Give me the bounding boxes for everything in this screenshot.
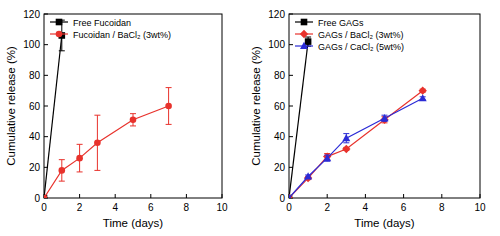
x-tick-label: 2: [77, 202, 83, 213]
legend-label: Fucoidan / BaCl₂ (3wt%): [73, 30, 171, 40]
legend-marker: [300, 30, 308, 38]
x-tick: [186, 194, 187, 198]
chart-panel: 0246810020406080100120Time (days)Cumulat…: [250, 9, 486, 230]
y-tick-label: 120: [23, 9, 40, 20]
x-tick: [327, 194, 328, 198]
y-axis-label: Cumulative release (%): [5, 46, 17, 166]
y-tick-label: 100: [268, 39, 285, 50]
x-tick: [79, 194, 80, 198]
data-point: [130, 117, 137, 124]
x-tick-label: 4: [363, 202, 369, 213]
data-layer: [44, 20, 172, 198]
y-tick-label: 80: [274, 70, 286, 81]
data-point: [342, 134, 350, 141]
x-axis-label: Time (days): [354, 217, 414, 229]
legend-label: Free Fucoidan: [73, 18, 131, 28]
plot-frame: [44, 14, 222, 198]
x-tick-label: 0: [286, 202, 292, 213]
x-axis-label: Time (days): [103, 217, 163, 229]
data-point: [59, 167, 66, 174]
x-tick: [403, 194, 404, 198]
error-bar: [77, 144, 83, 172]
y-tick-label: 60: [29, 101, 41, 112]
series-line: [289, 98, 423, 198]
y-tick: [289, 44, 293, 45]
legend-label: GAGs / CaCl₂ (5wt%): [318, 42, 404, 52]
data-point: [76, 155, 83, 162]
x-tick: [115, 194, 116, 198]
data-point: [44, 195, 47, 198]
y-tick: [44, 106, 48, 107]
legend: Free Fucoidan Fucoidan / BaCl₂ (3wt%): [50, 18, 171, 40]
y-tick-label: 80: [29, 70, 41, 81]
data-point: [323, 152, 331, 160]
x-tick-label: 8: [184, 202, 190, 213]
x-tick-label: 6: [148, 202, 154, 213]
data-point: [289, 194, 293, 198]
y-tick-label: 60: [274, 101, 286, 112]
data-point: [94, 140, 101, 147]
chart-panel: 0246810020406080100120Time (days)Cumulat…: [5, 9, 228, 230]
y-tick: [44, 75, 48, 76]
x-tick-label: 10: [474, 202, 486, 213]
x-tick-label: 2: [324, 202, 330, 213]
y-tick-label: 40: [274, 131, 286, 142]
x-tick-label: 6: [401, 202, 407, 213]
data-layer: [289, 37, 427, 198]
x-tick: [441, 194, 442, 198]
error-bar: [166, 88, 172, 125]
data-point: [342, 145, 350, 153]
figure: 0246810020406080100120Time (days)Cumulat…: [0, 0, 500, 236]
legend-marker: [301, 19, 308, 26]
legend-label: Free GAGs: [318, 18, 364, 28]
y-tick-label: 40: [29, 131, 41, 142]
error-bar: [343, 134, 349, 143]
x-tick-label: 0: [41, 202, 47, 213]
y-tick: [289, 75, 293, 76]
series-line: [44, 106, 169, 198]
data-point: [165, 103, 172, 110]
y-tick-label: 100: [23, 39, 40, 50]
y-tick-label: 20: [274, 162, 286, 173]
y-tick: [289, 136, 293, 137]
error-bar: [59, 160, 65, 181]
y-tick: [289, 106, 293, 107]
legend-marker: [56, 31, 63, 38]
data-point: [304, 172, 312, 179]
legend-label: GAGs / BaCl₂ (3wt%): [318, 30, 404, 40]
x-tick: [150, 194, 151, 198]
error-bar: [94, 115, 100, 170]
x-tick-label: 4: [112, 202, 118, 213]
y-axis-label: Cumulative release (%): [250, 46, 262, 166]
data-point: [419, 86, 427, 94]
data-point: [323, 154, 331, 161]
error-bar: [130, 114, 136, 126]
y-tick-label: 0: [34, 193, 40, 204]
x-tick-label: 8: [439, 202, 445, 213]
y-tick: [44, 136, 48, 137]
error-bar: [305, 37, 311, 46]
legend-marker: [300, 42, 308, 49]
data-point: [305, 38, 312, 45]
legend: Free GAGs GAGs / BaCl₂ (3wt%) GAGs / CaCl₂…: [295, 18, 404, 52]
y-tick-label: 0: [279, 193, 285, 204]
y-tick: [44, 44, 48, 45]
x-tick-label: 10: [216, 202, 228, 213]
data-point: [44, 195, 47, 198]
y-tick-label: 120: [268, 9, 285, 20]
data-point: [381, 114, 389, 121]
series-line: [289, 91, 423, 198]
data-point: [419, 94, 427, 101]
plot-frame: [289, 14, 480, 198]
x-tick: [365, 194, 366, 198]
legend-marker: [56, 19, 63, 26]
y-tick-label: 20: [29, 162, 41, 173]
